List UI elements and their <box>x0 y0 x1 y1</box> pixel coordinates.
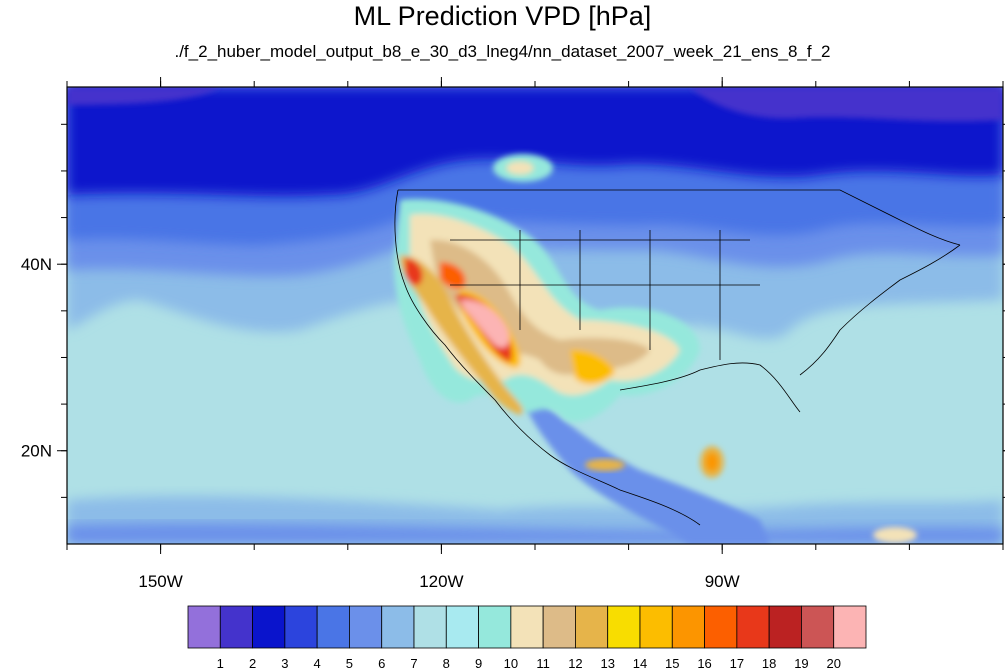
colorbar-swatch <box>316 605 350 649</box>
colorbar-label: 13 <box>600 656 614 671</box>
colorbar-swatch <box>671 605 705 649</box>
colorbar-label: 3 <box>281 656 288 671</box>
colorbar-swatch <box>284 605 318 649</box>
colorbar-swatch <box>542 605 576 649</box>
colorbar-label: 20 <box>826 656 840 671</box>
colorbar-label: 15 <box>665 656 679 671</box>
colorbar-swatch <box>575 605 609 649</box>
colorbar-swatch <box>833 605 867 649</box>
colorbar-label: 7 <box>410 656 417 671</box>
lon-tick-label: 150W <box>138 572 182 591</box>
colorbar-label: 14 <box>633 656 647 671</box>
lon-tick-label: 120W <box>419 572 463 591</box>
colorbar-swatch <box>607 605 641 649</box>
colorbar-swatch <box>704 605 738 649</box>
colorbar-label: 9 <box>475 656 482 671</box>
colorbar-swatch <box>510 605 544 649</box>
colorbar-swatch <box>349 605 383 649</box>
map-ticks <box>57 77 1005 554</box>
colorbar-swatch <box>639 605 673 649</box>
colorbar-label: 16 <box>697 656 711 671</box>
colorbar-swatch <box>768 605 802 649</box>
lon-tick-label: 90W <box>705 572 740 591</box>
map-title: ML Prediction VPD [hPa] <box>353 1 652 31</box>
colorbar-label: 19 <box>794 656 808 671</box>
colorbar-label: 18 <box>762 656 776 671</box>
colorbar-labels: 1 2 3 4 5 6 7 8 9 10 11 12 13 14 15 16 17 18 19 20 <box>217 656 841 671</box>
colorbar-swatch <box>478 605 512 649</box>
colorbar-label: 1 <box>217 656 224 671</box>
colorbar-swatch <box>445 605 479 649</box>
colorbar-label: 6 <box>378 656 385 671</box>
colorbar-swatch <box>252 605 286 649</box>
colorbar-label: 2 <box>249 656 256 671</box>
colorbar-label: 8 <box>443 656 450 671</box>
colorbar-label: 17 <box>730 656 744 671</box>
map-subtitle: ./f_2_huber_model_output_b8_e_30_d3_lneg… <box>174 42 831 61</box>
colorbar-label: 4 <box>314 656 321 671</box>
colorbar-label: 11 <box>536 656 550 671</box>
map-tick-labels: 150W 120W 90W 40N 20N <box>21 255 740 591</box>
colorbar <box>187 605 867 649</box>
colorbar-swatch <box>219 605 253 649</box>
colorbar-swatch <box>413 605 447 649</box>
colorbar-label: 5 <box>346 656 353 671</box>
lat-tick-label: 20N <box>21 442 52 461</box>
colorbar-swatch <box>187 605 221 649</box>
vpd-field <box>67 87 1003 544</box>
colorbar-swatch <box>736 605 770 649</box>
colorbar-label: 10 <box>504 656 518 671</box>
colorbar-swatch <box>801 605 835 649</box>
lat-tick-label: 40N <box>21 255 52 274</box>
colorbar-label: 12 <box>568 656 582 671</box>
colorbar-swatch <box>381 605 415 649</box>
